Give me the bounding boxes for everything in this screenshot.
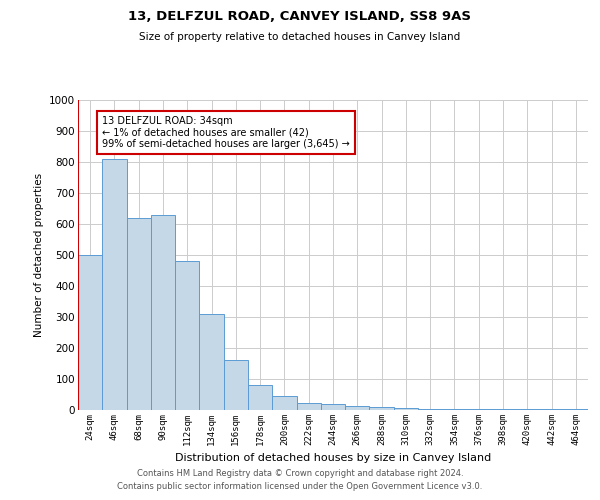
Bar — [102, 159, 127, 410]
Text: 13 DELFZUL ROAD: 34sqm
← 1% of detached houses are smaller (42)
99% of semi-deta: 13 DELFZUL ROAD: 34sqm ← 1% of detached … — [102, 116, 350, 148]
Bar — [296, 403, 321, 410]
Bar — [370, 407, 394, 410]
Text: Contains HM Land Registry data © Crown copyright and database right 2024.: Contains HM Land Registry data © Crown c… — [137, 468, 463, 477]
Text: 13, DELFZUL ROAD, CANVEY ISLAND, SS8 9AS: 13, DELFZUL ROAD, CANVEY ISLAND, SS8 9AS — [128, 10, 472, 23]
Bar — [151, 214, 175, 410]
Bar — [127, 218, 151, 410]
Bar — [442, 409, 467, 410]
Bar — [224, 360, 248, 410]
Bar — [175, 261, 199, 410]
Bar — [418, 409, 442, 410]
Text: Size of property relative to detached houses in Canvey Island: Size of property relative to detached ho… — [139, 32, 461, 42]
Y-axis label: Number of detached properties: Number of detached properties — [34, 173, 44, 337]
Text: Contains public sector information licensed under the Open Government Licence v3: Contains public sector information licen… — [118, 482, 482, 491]
Bar — [394, 408, 418, 410]
Bar — [199, 314, 224, 410]
Bar — [345, 406, 370, 410]
Bar — [78, 255, 102, 410]
Bar — [272, 396, 296, 410]
Bar — [248, 385, 272, 410]
X-axis label: Distribution of detached houses by size in Canvey Island: Distribution of detached houses by size … — [175, 454, 491, 464]
Bar — [321, 404, 345, 410]
